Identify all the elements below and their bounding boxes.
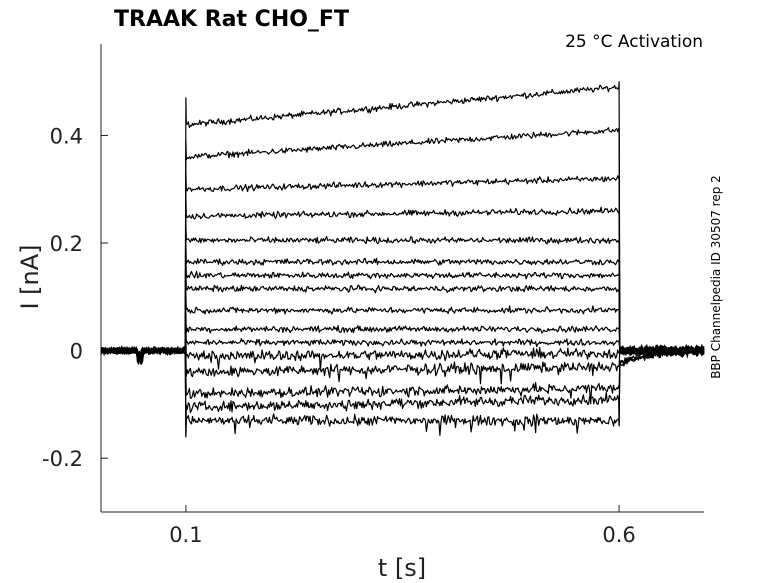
current-trace (100, 258, 705, 360)
current-trace (100, 199, 705, 363)
y-tick-label: 0.2 (50, 232, 83, 256)
y-axis-label: I [nA] (16, 244, 44, 309)
current-trace (100, 325, 705, 365)
x-tick-label: 0.1 (169, 523, 202, 547)
current-trace (100, 293, 705, 361)
current-trace (100, 172, 705, 365)
y-tick-label: 0.4 (50, 124, 83, 148)
chart-subtitle: 25 °C Activation (565, 32, 703, 52)
current-trace (100, 339, 705, 371)
y-ticks: -0.2 0 0.2 0.4 (42, 124, 108, 471)
current-trace (100, 81, 705, 362)
x-axis-label: t [s] (378, 554, 426, 582)
x-tick-label: 0.6 (602, 523, 635, 547)
current-trace (100, 345, 705, 438)
current-trace (100, 272, 705, 360)
current-trace (100, 345, 705, 438)
y-tick-label: -0.2 (42, 447, 83, 471)
side-note: BBP Channelpedia ID 30507 rep 2 (709, 175, 723, 379)
current-trace (100, 223, 705, 360)
current-trace (100, 344, 705, 385)
current-trace (100, 346, 705, 405)
current-trace (100, 312, 705, 361)
x-ticks: 0.1 0.6 (169, 505, 636, 547)
traces (100, 81, 705, 438)
current-trace (100, 245, 705, 362)
current-trace (100, 127, 705, 361)
chart-title: TRAAK Rat CHO_FT (114, 7, 349, 32)
y-tick-label: 0 (70, 340, 83, 364)
